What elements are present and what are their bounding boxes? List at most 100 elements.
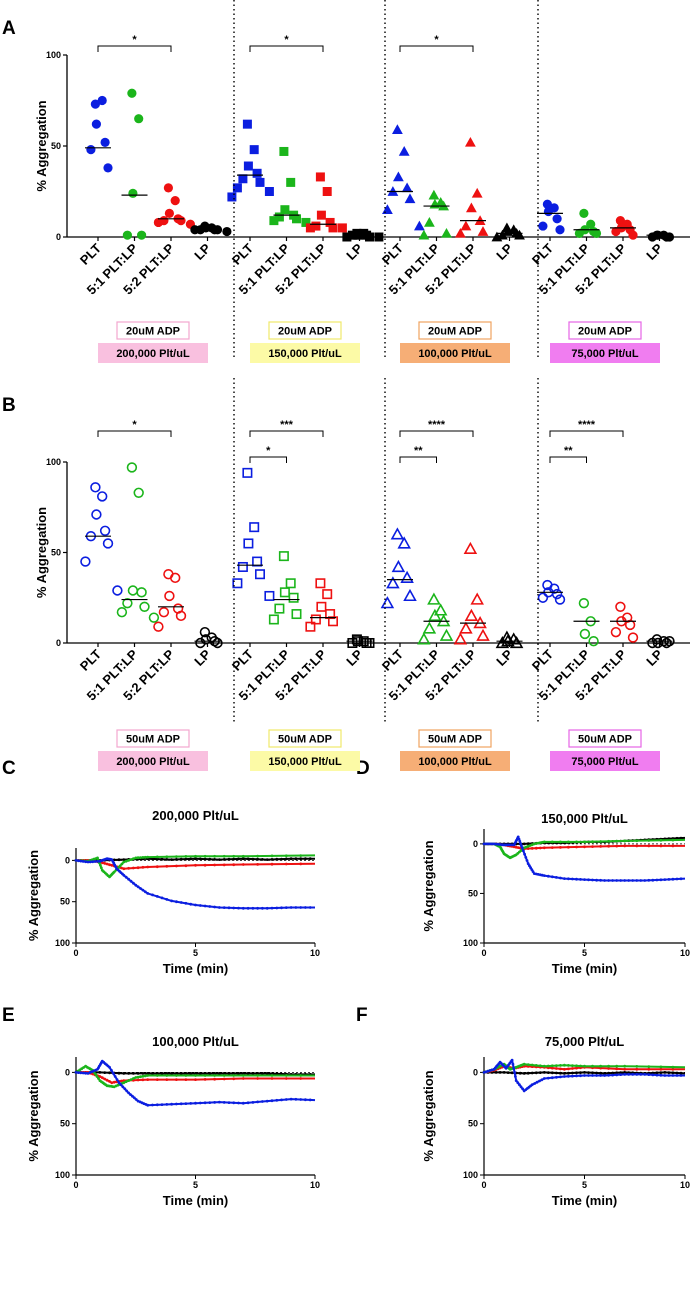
trace-point-plt [232, 906, 236, 910]
trace-point-lp [526, 842, 530, 846]
trace-point-plt [651, 878, 655, 882]
data-point-5-2-plt-lp [624, 619, 636, 631]
trace-point-5-1-plt-lp [530, 843, 534, 847]
trace-point-5-2-plt-lp [241, 863, 245, 866]
data-point-plt [80, 556, 91, 567]
trace-point-5-1-plt-lp [129, 858, 133, 861]
trace-point-5-1-plt-lp [155, 855, 159, 859]
x-tick-label-plt: PLT [529, 240, 556, 267]
trace-point-plt [261, 1100, 264, 1103]
trace-point-plt [587, 878, 590, 882]
x-tick-label-lp: LP [643, 240, 666, 263]
trace-point-lp [555, 1071, 558, 1075]
trace-point-5-1-plt-lp [623, 839, 627, 843]
trace-point-lp [289, 857, 293, 861]
data-point-plt [255, 569, 266, 580]
trace-point-5-1-plt-lp [96, 856, 99, 860]
trace-point-plt [502, 843, 506, 847]
trace-point-lp [117, 1071, 121, 1075]
trace-point-plt [246, 906, 250, 910]
data-point-plt [264, 187, 274, 196]
data-point-lp [509, 635, 524, 649]
trace-point-5-1-plt-lp [542, 1064, 546, 1068]
data-point-5-2-plt-lp [170, 572, 181, 584]
trace-point-lp [619, 1071, 623, 1074]
trace-point-plt [655, 1073, 659, 1077]
trace-title: 75,000 Plt/uL [545, 1034, 625, 1049]
trace-point-lp [237, 857, 240, 861]
trace-point-5-1-plt-lp [141, 856, 145, 859]
trace-point-lp [518, 1071, 522, 1075]
data-point-5-1-plt-lp [127, 585, 139, 596]
data-point-plt [400, 570, 414, 583]
significance-bracket [249, 45, 324, 52]
adp-label: 50uM ADP [428, 734, 482, 746]
data-point-plt [242, 467, 253, 478]
data-point-5-1-plt-lp [301, 217, 311, 227]
trace-point-plt [184, 1102, 188, 1105]
trace-point-5-1-plt-lp [141, 1074, 145, 1078]
trace-point-5-2-plt-lp [559, 846, 562, 849]
trace-point-plt [595, 1074, 598, 1077]
data-point-5-1-plt-lp [122, 230, 132, 240]
trace-point-lp [218, 1072, 221, 1075]
y-tick-label: 50 [468, 1119, 478, 1129]
data-point-lp [514, 229, 525, 240]
trace-point-5-1-plt-lp [136, 1075, 140, 1079]
trace-point-lp [667, 1071, 671, 1074]
trace-point-plt [304, 906, 307, 909]
trace-point-lp [611, 1071, 614, 1075]
trace-point-lp [160, 857, 164, 861]
x-tick-label-plt: PLT [379, 240, 406, 267]
trace-point-plt [647, 878, 651, 882]
trace-point-5-1-plt-lp [530, 1063, 534, 1067]
y-tick-label: 50 [60, 897, 70, 907]
trace-point-5-1-plt-lp [122, 860, 126, 864]
trace-point-5-2-plt-lp [120, 1079, 123, 1083]
trace-point-5-1-plt-lp [546, 1064, 550, 1068]
data-point-plt [112, 585, 123, 596]
trace-point-5-1-plt-lp [526, 1063, 530, 1066]
trace-point-plt [550, 1076, 554, 1080]
trace-point-plt [511, 1062, 515, 1066]
trace-point-plt [663, 878, 667, 881]
significance-bracket [549, 456, 587, 463]
trace-point-5-2-plt-lp [647, 844, 651, 848]
trace-point-5-1-plt-lp [671, 838, 675, 842]
trace-point-plt [538, 1079, 541, 1083]
data-point-plt [232, 578, 243, 589]
trace-point-5-2-plt-lp [615, 844, 619, 848]
trace-point-plt [170, 1102, 174, 1106]
trace-point-plt [518, 839, 522, 843]
data-point-5-1-plt-lp [133, 487, 144, 498]
trace-point-lp [498, 1071, 502, 1074]
platelet-box [98, 751, 208, 771]
trace-point-lp [599, 1071, 602, 1075]
trace-point-lp [227, 857, 231, 861]
trace-point-plt [514, 1079, 518, 1082]
trace-point-plt [132, 881, 135, 885]
trace-point-lp [98, 1071, 102, 1074]
trace-point-plt [208, 1101, 212, 1104]
trace-point-plt [84, 1071, 87, 1075]
data-point-plt [552, 214, 562, 224]
platelet-label: 100,000 Plt/uL [418, 348, 492, 360]
y-axis-title: % Aggregation [34, 100, 49, 191]
panel-letter-f: F [356, 1005, 368, 1026]
trace-point-5-1-plt-lp [559, 840, 562, 844]
trace-point-lp [522, 842, 526, 846]
trace-point-plt [631, 879, 635, 882]
trace-point-lp [542, 1071, 546, 1074]
trace-point-lp [160, 1072, 164, 1075]
trace-point-5-1-plt-lp [127, 859, 130, 862]
trace-point-5-2-plt-lp [530, 847, 534, 850]
data-point-5-2-plt-lp [470, 592, 484, 605]
data-point-5-1-plt-lp [591, 228, 602, 238]
data-point-plt [90, 482, 101, 493]
trace-point-lp [170, 1072, 174, 1075]
trace-point-5-2-plt-lp [108, 863, 111, 867]
platelet-label: 150,000 Plt/uL [268, 756, 342, 768]
trace-point-5-1-plt-lp [607, 839, 610, 843]
y-axis-title: % Aggregation [421, 840, 436, 931]
